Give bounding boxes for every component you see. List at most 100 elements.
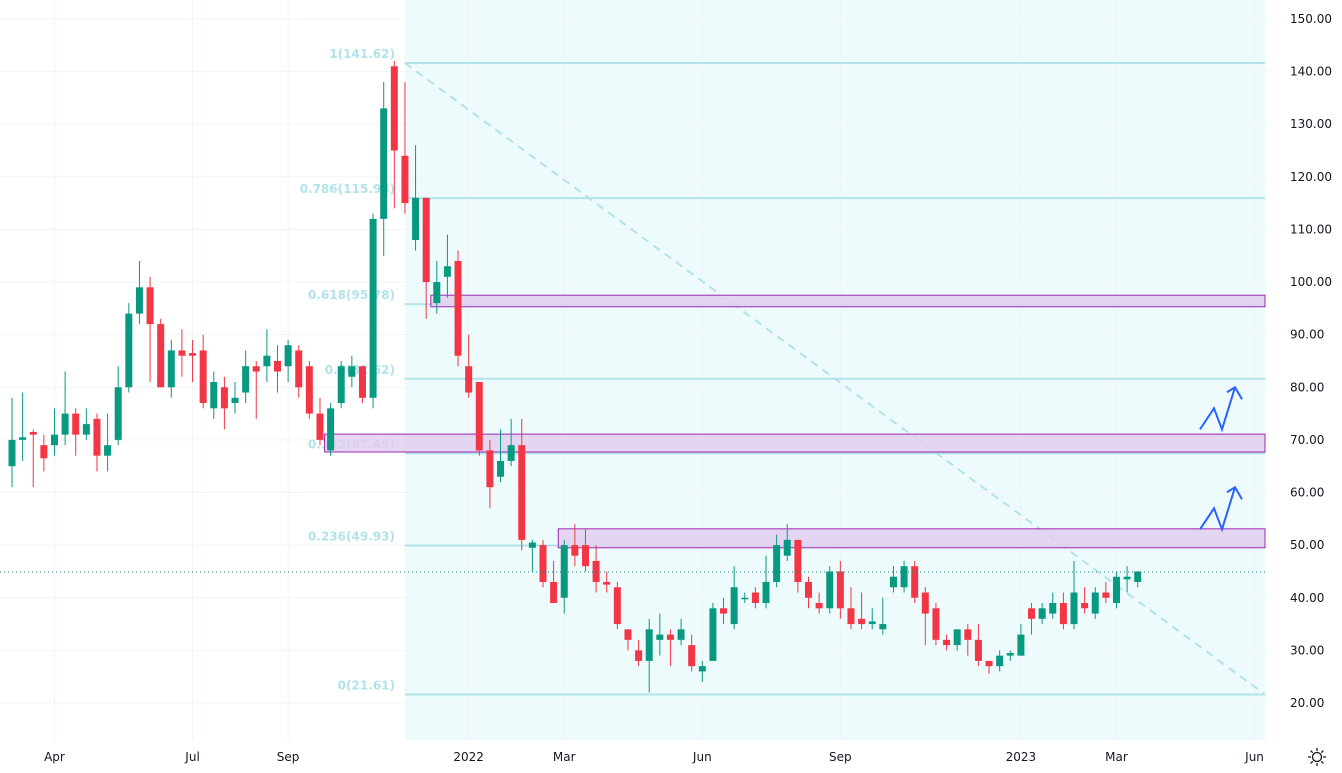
candle-body: [1017, 634, 1025, 656]
candle: [783, 524, 791, 561]
candle: [189, 339, 197, 383]
candle-body: [1049, 603, 1057, 614]
candle-body: [167, 350, 175, 388]
candle-body: [486, 450, 494, 488]
candle: [369, 213, 377, 409]
candle: [327, 403, 335, 456]
candle-body: [1059, 603, 1067, 625]
candle-body: [465, 366, 473, 393]
projection-arrow: [1199, 386, 1236, 433]
candle: [815, 592, 823, 614]
candle: [953, 629, 961, 651]
candle-body: [815, 603, 823, 609]
candle-body: [571, 545, 579, 556]
candle-body: [688, 645, 696, 667]
candle-body: [698, 666, 706, 672]
candle: [210, 371, 218, 419]
price-axis-label: 90.00: [1290, 328, 1324, 342]
candle-body: [751, 592, 759, 604]
candle: [433, 260, 441, 314]
candle: [284, 339, 292, 383]
candle: [932, 603, 940, 646]
candle: [560, 539, 568, 614]
candle-body: [231, 397, 239, 404]
candle: [93, 413, 101, 472]
price-axis-label: 20.00: [1290, 696, 1324, 710]
candle-body: [879, 624, 887, 630]
candle-body: [507, 445, 515, 461]
support-resistance-zone: [430, 294, 1266, 308]
candle-body: [1028, 608, 1036, 619]
candle: [879, 597, 887, 635]
candle: [295, 345, 303, 398]
candle: [1123, 566, 1131, 593]
candle-body: [1091, 592, 1099, 614]
time-axis-label: Jul: [184, 750, 199, 764]
candle-body: [560, 545, 568, 598]
price-axis-label: 50.00: [1290, 538, 1324, 552]
candle-body: [985, 660, 993, 667]
time-axis-label: Apr: [44, 750, 65, 764]
candle-body: [380, 108, 388, 219]
fib-level-label: 1(141.62): [329, 47, 395, 61]
candle: [475, 382, 483, 456]
candle: [401, 82, 409, 214]
projection-arrow: [1199, 486, 1236, 533]
candle-body: [900, 566, 908, 588]
candle-body: [964, 629, 972, 640]
candle-body: [125, 313, 133, 388]
fib-level-label: 0.618(95.78): [308, 288, 395, 302]
candle-body: [475, 382, 483, 451]
candle: [157, 318, 165, 388]
time-axis-label: 2022: [453, 750, 484, 764]
candle-body: [337, 366, 345, 404]
candle-body: [50, 434, 58, 446]
candle: [550, 560, 558, 604]
candle: [465, 334, 473, 398]
candle: [1134, 571, 1142, 588]
candle-body: [220, 387, 228, 409]
candle: [1070, 560, 1078, 630]
candle: [1017, 624, 1025, 656]
candle-body: [454, 260, 462, 356]
candle-body: [656, 634, 664, 640]
candle: [666, 629, 674, 667]
candle-body: [93, 418, 101, 456]
candle: [146, 276, 154, 383]
time-axis-label: Sep: [277, 750, 300, 764]
fib-trend-line: [404, 62, 1266, 696]
candle: [8, 397, 16, 488]
candle: [581, 529, 589, 572]
candle: [220, 376, 228, 430]
gear-icon[interactable]: [1306, 746, 1328, 768]
candle: [1028, 603, 1036, 635]
candle: [422, 197, 430, 319]
candle-body: [210, 382, 218, 409]
candle: [741, 592, 749, 604]
candle-body: [443, 266, 451, 277]
candle-body: [868, 621, 876, 625]
candle-body: [943, 639, 951, 646]
candle: [40, 434, 48, 472]
candle-body: [720, 608, 728, 614]
candle: [19, 392, 27, 461]
price-axis-label: 120.00: [1290, 170, 1332, 184]
candle-body: [932, 608, 940, 640]
candle-body: [189, 353, 197, 356]
candle: [592, 545, 600, 593]
price-axis-label: 60.00: [1290, 486, 1324, 500]
fib-level-label: 0.236(49.93): [308, 530, 395, 544]
fib-level-label: 0.786(115.94): [300, 182, 395, 196]
candle-body: [677, 629, 685, 640]
candle: [836, 560, 844, 619]
candle: [709, 603, 717, 661]
candle-body: [1102, 592, 1110, 598]
candle: [454, 250, 462, 367]
candle: [868, 608, 876, 630]
candle: [412, 145, 420, 251]
price-axis-label: 70.00: [1290, 433, 1324, 447]
candle: [613, 581, 621, 630]
candle-body: [263, 355, 271, 367]
candle-body: [369, 218, 377, 398]
